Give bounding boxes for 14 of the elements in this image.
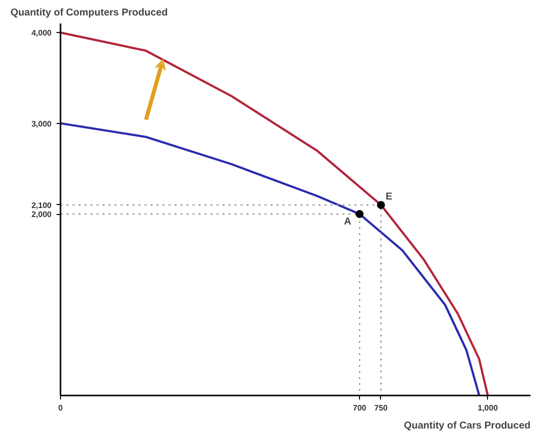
x-tick-label: 700 (352, 404, 367, 412)
x-tick-label: 1,000 (478, 404, 498, 412)
y-axis-title: Quantity of Computers Produced (10, 8, 168, 18)
line-series (60, 31, 489, 396)
line-series (60, 122, 480, 396)
x-tick-label: 750 (374, 404, 388, 412)
x-axis-title: Quantity of Cars Produced (404, 420, 531, 432)
y-tick-label: 2,100 (31, 200, 52, 210)
x-tick-label: 0 (58, 404, 64, 412)
y-tick-label: 4,000 (31, 28, 52, 38)
annotation: A (344, 216, 352, 228)
annotation: E (386, 191, 393, 202)
y-tick-label: 2,000 (31, 210, 52, 220)
y-tick-label: 3,000 (31, 119, 52, 128)
